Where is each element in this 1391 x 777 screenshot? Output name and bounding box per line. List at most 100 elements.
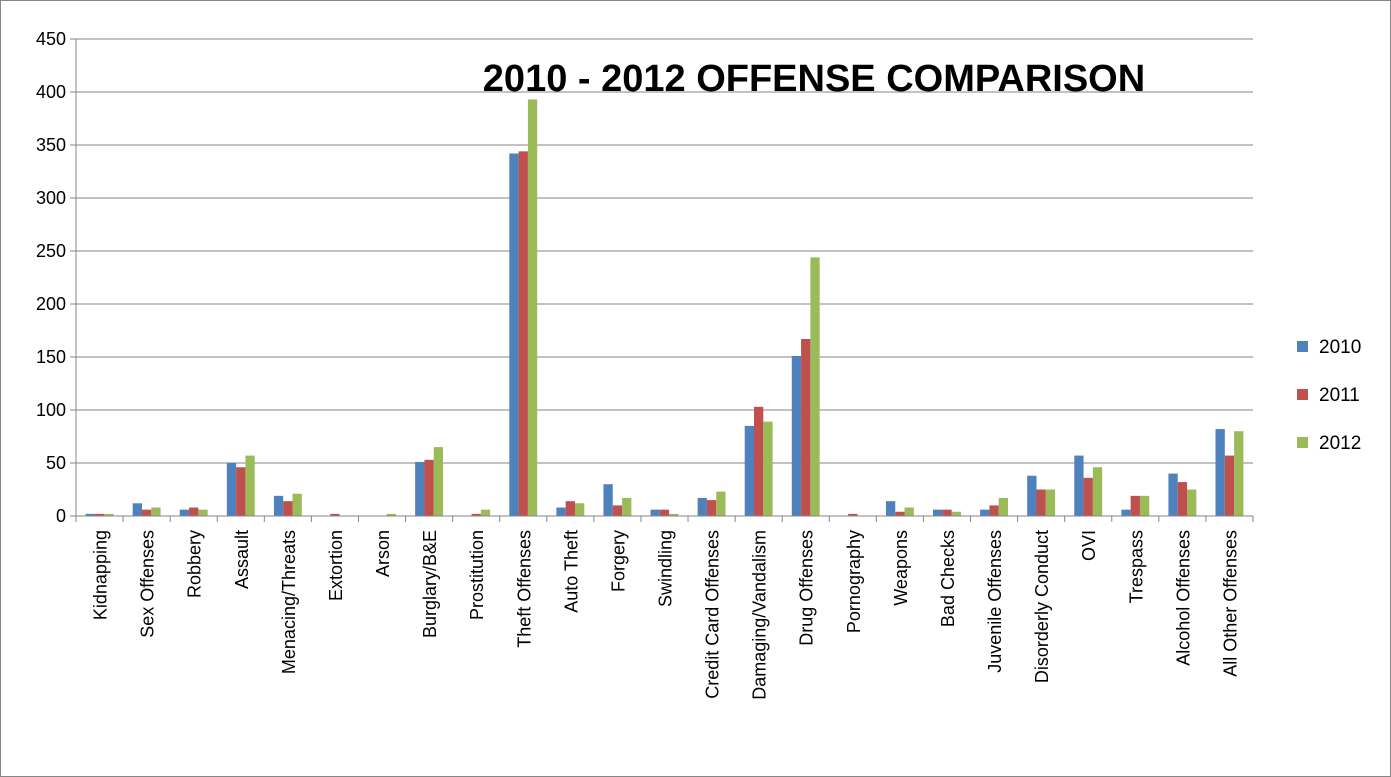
bar-2010 [273, 495, 284, 516]
y-tick-label: 50 [46, 453, 66, 473]
legend-swatch-2011 [1297, 389, 1308, 400]
bar-2011 [471, 513, 481, 516]
x-category-label: Extortion [326, 530, 346, 601]
bar-2011 [1177, 482, 1188, 516]
bar-2010 [1027, 475, 1037, 516]
x-category-label: Kidnapping [91, 530, 111, 620]
bars [85, 99, 1244, 517]
y-tick-label: 300 [36, 188, 66, 208]
bar-2010 [933, 509, 943, 516]
axes: 0 50 100 150 200 250 300 350 400 450 Kidnapping Sex… [36, 29, 1254, 700]
x-category-label: Arson [373, 530, 393, 577]
x-category-label: Credit Card Offenses [703, 530, 723, 699]
x-category-label: Juvenile Offenses [985, 530, 1005, 673]
bar-2012 [104, 513, 114, 516]
bar-2011 [706, 500, 717, 516]
gridlines [76, 38, 1253, 464]
y-tick-label: 400 [36, 82, 66, 102]
x-category-label: Auto Theft [561, 530, 581, 613]
bar-2011 [1036, 489, 1046, 516]
x-category-label: All Other Offenses [1220, 530, 1240, 677]
x-category-label: Bad Checks [938, 530, 958, 627]
x-category-label: Forgery [608, 530, 628, 592]
y-tick-label: 150 [36, 347, 66, 367]
bar-2011 [330, 513, 340, 516]
bar-2010 [179, 509, 190, 516]
bar-2012 [480, 509, 491, 516]
bar-2011 [283, 501, 293, 516]
y-tick-label: 450 [36, 29, 66, 49]
y-tick-label: 0 [56, 506, 66, 526]
bar-2011 [565, 501, 575, 516]
x-category-label: Robbery [185, 530, 205, 598]
bar-2010 [650, 509, 660, 516]
bar-2011 [989, 505, 999, 516]
bar-2012 [763, 421, 773, 516]
x-category-label: Weapons [891, 530, 911, 606]
legend-swatch-2010 [1297, 341, 1308, 352]
bar-2012 [622, 497, 632, 516]
bar-2011 [1224, 455, 1235, 516]
x-category-label: Theft Offenses [514, 530, 534, 648]
bar-2011 [236, 467, 246, 516]
bar-2012 [951, 511, 961, 516]
bar-2012 [810, 257, 820, 516]
bar-2010 [1121, 509, 1131, 516]
bar-2012 [716, 491, 726, 516]
bar-2011 [801, 338, 811, 516]
bar-2010 [980, 509, 990, 516]
bar-2010 [415, 461, 425, 516]
x-category-label: Damaging/Vandalism [750, 530, 770, 700]
bar-2012 [1234, 431, 1244, 516]
bar-2012 [386, 513, 396, 516]
legend-label-2012: 2012 [1319, 433, 1361, 454]
y-tick-label: 350 [36, 135, 66, 155]
bar-2012 [1092, 467, 1103, 516]
bar-2011 [612, 505, 623, 516]
bar-2012 [574, 503, 585, 516]
bar-2010 [226, 463, 237, 516]
bar-2011 [1130, 495, 1140, 516]
bar-2010 [603, 484, 613, 516]
bar-2010 [1074, 455, 1084, 516]
bar-2010 [509, 153, 519, 517]
x-category-label: Sex Offenses [138, 530, 158, 638]
bar-2011 [659, 509, 670, 516]
bar-2011 [942, 509, 952, 516]
bar-2012 [669, 513, 679, 516]
bar-2011 [895, 511, 905, 516]
x-category-label: Menacing/Threats [279, 530, 299, 674]
bar-2012 [998, 497, 1009, 516]
bar-2012 [198, 509, 208, 516]
x-category-label: Swindling [656, 530, 676, 607]
y-tick-label: 250 [36, 241, 66, 261]
bar-2011 [848, 513, 858, 516]
x-category-label: Alcohol Offenses [1173, 530, 1193, 666]
bar-2011 [94, 513, 105, 516]
x-category-label: Pornography [844, 530, 864, 633]
bar-2012 [1045, 489, 1056, 516]
bar-2012 [527, 99, 538, 517]
bar-2012 [1139, 495, 1150, 516]
x-category-label: Assault [232, 530, 252, 589]
bar-2010 [85, 513, 95, 516]
chart-title: 2010 - 2012 OFFENSE COMPARISON [483, 58, 1145, 100]
bar-2012 [151, 507, 161, 516]
bar-2012 [292, 493, 302, 516]
bar-2010 [556, 507, 566, 516]
bar-2010 [885, 501, 896, 516]
bar-2011 [189, 507, 199, 516]
y-tick-label: 100 [36, 400, 66, 420]
bar-2011 [1083, 477, 1093, 516]
bar-2010 [1215, 429, 1225, 516]
x-category-label: Trespass [1126, 530, 1146, 603]
bar-2010 [132, 503, 142, 516]
bar-2011 [141, 509, 152, 516]
x-category-label: Burglary/B&E [420, 530, 440, 638]
bar-2011 [424, 459, 434, 516]
bar-2012 [245, 455, 255, 516]
bar-2010 [697, 497, 707, 516]
y-tick-label: 200 [36, 294, 66, 314]
bar-2011 [754, 406, 764, 516]
